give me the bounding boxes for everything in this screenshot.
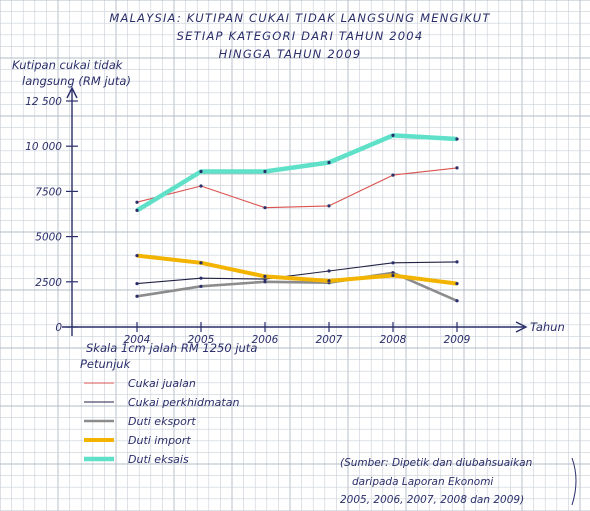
data-point-cukai-perkhidmatan bbox=[391, 261, 395, 265]
series-line-cukai-perkhidmatan bbox=[136, 261, 458, 285]
data-point-cukai-perkhidmatan bbox=[135, 282, 139, 286]
data-point-cukai-perkhidmatan bbox=[455, 260, 459, 264]
y-tick-label: 10 000 bbox=[25, 141, 62, 153]
x-axis-label: Tahun bbox=[530, 320, 565, 334]
data-point-duti-import bbox=[455, 282, 459, 286]
data-point-duti-eksport bbox=[391, 271, 395, 275]
source-note-line3: 2005, 2006, 2007, 2008 dan 2009) bbox=[340, 494, 524, 506]
data-point-cukai-jualan bbox=[199, 184, 203, 188]
data-point-cukai-perkhidmatan bbox=[199, 276, 203, 280]
legend-label-cukai-perkhidmatan: Cukai perkhidmatan bbox=[128, 396, 239, 409]
data-point-duti-import bbox=[135, 253, 139, 258]
data-point-cukai-jualan bbox=[135, 200, 139, 204]
source-note-line2: daripada Laporan Ekonomi bbox=[352, 476, 493, 488]
data-point-cukai-jualan bbox=[455, 166, 459, 170]
y-tick-label: 2500 bbox=[35, 277, 62, 289]
series-lines bbox=[135, 133, 459, 303]
legend-label-duti-eksais: Duti eksais bbox=[128, 453, 189, 466]
y-axis-arrow bbox=[66, 86, 78, 99]
x-axis-ticks: 2004 2005 2006 2007 2008 2009 bbox=[124, 322, 471, 346]
legend-label-duti-eksport: Duti eksport bbox=[128, 415, 196, 428]
y-axis-label-line1: Kutipan cukai tidak bbox=[12, 58, 124, 72]
x-tick-label: 2004 bbox=[124, 334, 151, 346]
data-point-duti-import bbox=[199, 261, 203, 265]
y-axis-label-line2: langsung (RM juta) bbox=[22, 74, 131, 88]
legend: Cukai jualan Cukai perkhidmatan Duti ekspo… bbox=[84, 377, 239, 466]
x-tick-label: 2007 bbox=[316, 334, 343, 346]
data-point-duti-eksport bbox=[455, 299, 459, 303]
data-point-duti-eksport bbox=[135, 294, 139, 298]
chart-title-line1: MALAYSIA: KUTIPAN CUKAI TIDAK LANGSUNG M… bbox=[109, 11, 490, 25]
chart-title-line2: SETIAP KATEGORI DARI TAHUN 2004 bbox=[177, 29, 424, 43]
series-line-cukai-jualan bbox=[136, 167, 458, 209]
series-line-duti-eksais bbox=[135, 133, 458, 213]
y-tick-label: 5000 bbox=[35, 232, 62, 244]
y-tick-label: 0 bbox=[55, 322, 62, 334]
y-axis-ticks: 0 2500 5000 7500 10 000 12 500 bbox=[25, 96, 78, 334]
data-point-duti-eksais bbox=[199, 169, 203, 174]
scale-note: Skala 1cm jalah RM 1250 juta bbox=[86, 341, 257, 355]
data-point-duti-eksport bbox=[263, 280, 267, 284]
legend-label-cukai-jualan: Cukai jualan bbox=[128, 377, 196, 390]
x-axis-arrow bbox=[515, 321, 528, 333]
x-tick-label: 2006 bbox=[252, 334, 279, 346]
chart-title-line3: HINGGA TAHUN 2009 bbox=[219, 47, 362, 61]
data-point-duti-import bbox=[391, 273, 395, 278]
data-point-cukai-jualan bbox=[391, 173, 395, 177]
series-line-duti-import bbox=[136, 253, 458, 286]
data-point-duti-eksais bbox=[327, 160, 331, 165]
source-note-line1: (Sumber: Dipetik dan diubahsuaikan bbox=[340, 457, 532, 469]
data-point-cukai-jualan bbox=[263, 206, 267, 210]
data-point-duti-eksais bbox=[391, 133, 395, 137]
data-point-duti-import bbox=[327, 279, 331, 283]
x-tick-label: 2005 bbox=[188, 334, 215, 346]
data-point-duti-eksais bbox=[135, 208, 139, 212]
data-point-duti-eksais bbox=[455, 137, 459, 141]
legend-label-duti-import: Duti import bbox=[128, 434, 191, 447]
y-tick-label: 7500 bbox=[35, 186, 62, 198]
x-tick-label: 2009 bbox=[444, 334, 471, 346]
data-point-duti-import bbox=[263, 274, 267, 278]
data-point-duti-eksais bbox=[263, 169, 267, 174]
data-point-cukai-perkhidmatan bbox=[327, 269, 331, 273]
legend-title: Petunjuk bbox=[80, 357, 132, 371]
source-note-bracket bbox=[571, 457, 577, 506]
x-tick-label: 2008 bbox=[380, 334, 407, 346]
data-point-duti-eksport bbox=[199, 284, 203, 288]
y-tick-label: 12 500 bbox=[25, 96, 62, 108]
data-point-cukai-jualan bbox=[327, 204, 331, 208]
